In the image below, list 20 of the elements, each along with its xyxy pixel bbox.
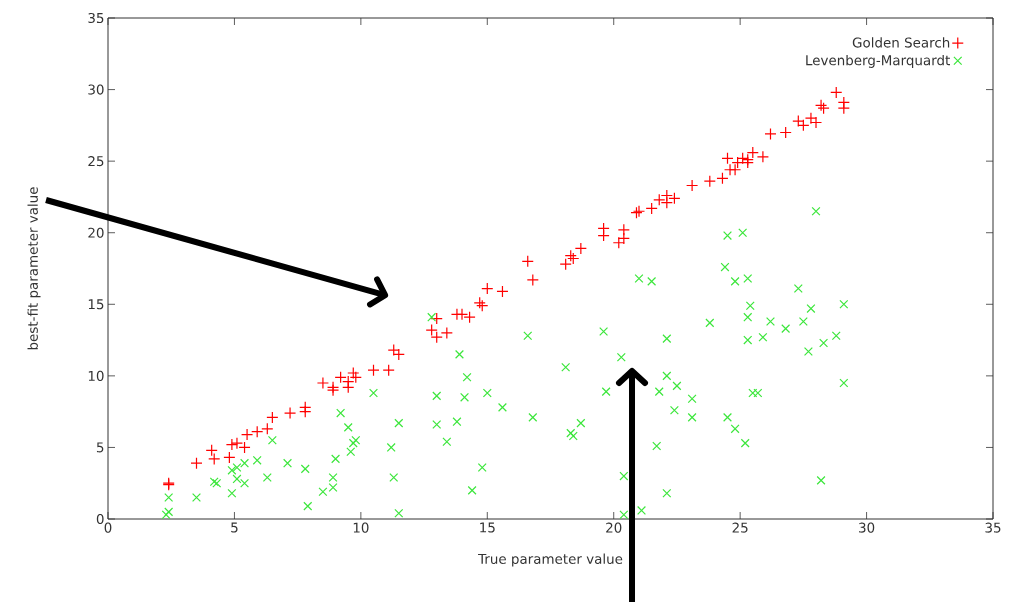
- y-tick-label: 20: [88, 227, 104, 238]
- x-tick-label: 20: [606, 522, 622, 533]
- y-tick-label: 35: [88, 12, 104, 24]
- x-tick-label: 10: [353, 522, 369, 533]
- x-tick-label: 5: [231, 522, 238, 533]
- y-tick-label: 15: [88, 299, 104, 310]
- x-tick-label: 25: [732, 522, 748, 533]
- legend-label: Levenberg-Marquardt: [806, 54, 950, 68]
- x-tick-label: 0: [104, 522, 112, 533]
- x-tick-label: 15: [480, 522, 495, 533]
- y-tick-label: 0: [96, 513, 104, 525]
- y-tick-label: 25: [88, 156, 104, 167]
- y-tick-label: 5: [96, 442, 104, 453]
- y-tick-label: 30: [88, 84, 104, 95]
- x-axis-title: True parameter value: [478, 553, 623, 567]
- x-tick-label: 35: [985, 522, 1001, 533]
- legend-label: Golden Search: [852, 37, 950, 48]
- y-axis-title: best-fit parameter value: [27, 187, 41, 350]
- y-tick-label: 10: [88, 370, 104, 381]
- x-tick-label: 30: [859, 522, 875, 533]
